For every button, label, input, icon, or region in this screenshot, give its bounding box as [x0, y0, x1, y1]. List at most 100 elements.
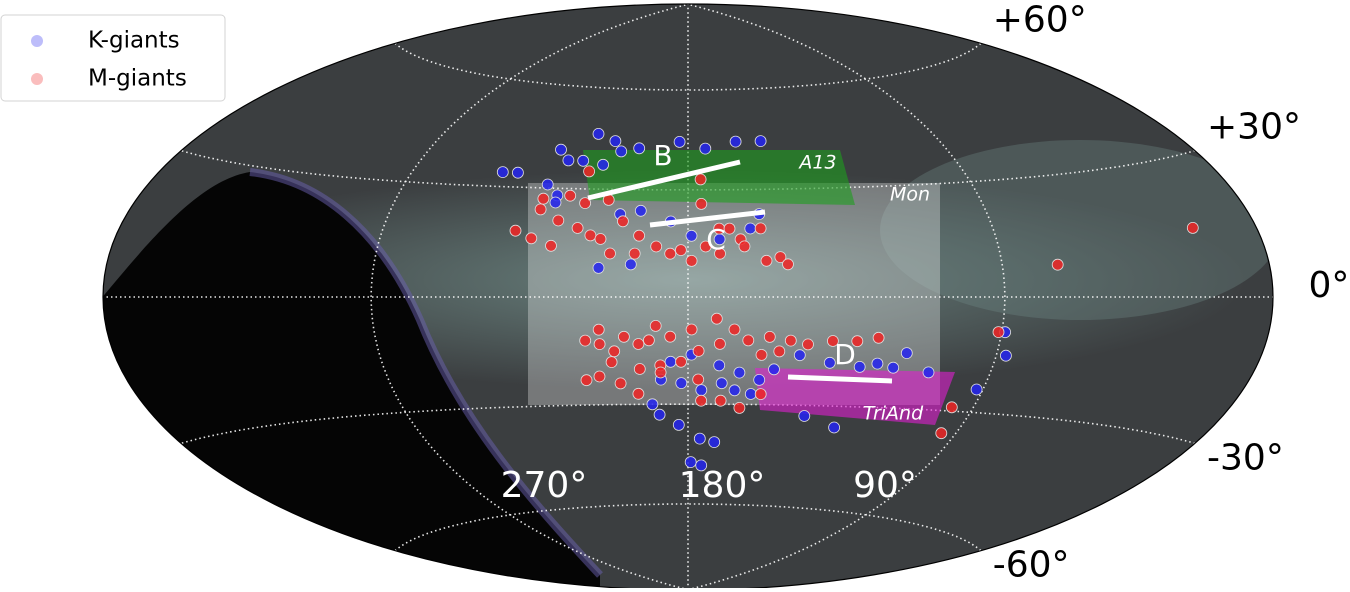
- legend-label: K-giants: [88, 28, 180, 54]
- data-point: [509, 224, 522, 237]
- data-point: [695, 394, 707, 407]
- annotation: A13: [797, 152, 836, 174]
- data-point: [1186, 221, 1199, 234]
- data-point: [945, 401, 958, 414]
- data-point: [754, 222, 767, 235]
- grid-line: [370, 3, 689, 591]
- y-tick-label: +30°: [1207, 107, 1301, 148]
- data-point: [992, 326, 1005, 339]
- data-point: [628, 247, 641, 260]
- annotation: D: [834, 338, 856, 371]
- data-point: [664, 355, 677, 368]
- data-point: [541, 178, 554, 191]
- data-point: [684, 456, 697, 469]
- data-point: [692, 345, 705, 357]
- data-point: [742, 334, 755, 347]
- data-point: [672, 418, 685, 431]
- grid-line: [394, 503, 982, 552]
- data-point: [768, 363, 780, 376]
- data-point: [729, 135, 742, 148]
- data-point: [664, 330, 677, 343]
- data-point: [1000, 349, 1012, 362]
- data-point: [633, 363, 646, 375]
- data-point: [571, 222, 584, 234]
- data-point: [545, 239, 557, 252]
- legend-label: M-giants: [88, 66, 187, 92]
- data-point: [555, 143, 567, 156]
- data-point: [594, 233, 607, 245]
- y-tick-label: 0°: [1308, 265, 1349, 306]
- data-point: [754, 135, 767, 148]
- stream-line: [649, 209, 766, 228]
- data-point: [900, 347, 913, 360]
- data-point: [693, 432, 706, 445]
- tick-labels: +60° +30° 0° -30° -60° 270° 180° 90°: [501, 0, 1350, 586]
- data-point: [633, 229, 645, 242]
- data-point: [695, 459, 708, 472]
- y-tick-label: -30°: [1207, 437, 1284, 478]
- data-point: [851, 335, 864, 348]
- a13-region: [583, 150, 855, 205]
- y-tick-label: -60°: [993, 545, 1070, 586]
- data-point: [579, 197, 591, 210]
- data-point: [593, 338, 606, 351]
- legend-box: [0, 14, 226, 102]
- data-point: [755, 348, 768, 361]
- data-point: [685, 229, 698, 242]
- data-point: [695, 384, 708, 397]
- data-point: [579, 334, 592, 347]
- data-point: [537, 192, 550, 205]
- data-point: [634, 204, 647, 217]
- y-tick-label: +60°: [993, 0, 1087, 40]
- data-point: [643, 334, 655, 347]
- data-point: [853, 360, 866, 373]
- data-point: [714, 394, 727, 407]
- data-point: [618, 330, 630, 343]
- data-point: [552, 214, 565, 227]
- data-point: [715, 377, 728, 390]
- annotation: Mon: [890, 184, 930, 206]
- x-tick-label: 180°: [679, 465, 766, 506]
- annotation: TriAnd: [863, 403, 924, 425]
- data-point: [525, 232, 538, 245]
- data-point: [650, 240, 663, 253]
- data-point: [675, 377, 688, 390]
- grid-line: [687, 3, 1006, 591]
- data-point: [872, 331, 885, 344]
- data-point: [784, 334, 797, 347]
- data-point: [714, 247, 726, 260]
- data-point: [887, 361, 900, 374]
- data-point: [646, 398, 659, 411]
- data-point: [710, 312, 723, 325]
- data-point: [632, 387, 645, 400]
- data-point: [773, 345, 786, 358]
- data-point: [592, 261, 605, 274]
- legend-marker: [31, 73, 43, 85]
- data-point: [760, 254, 773, 267]
- x-tick-label: 90°: [853, 465, 917, 506]
- data-point: [733, 401, 746, 414]
- annotation: B: [653, 139, 672, 172]
- data-point: [798, 410, 811, 422]
- data-point: [714, 337, 726, 350]
- data-point: [649, 319, 662, 332]
- x-tick-label: 270°: [501, 465, 588, 506]
- data-point: [592, 127, 605, 140]
- data-point: [562, 154, 575, 167]
- mon-region: [528, 183, 940, 405]
- data-point: [624, 258, 637, 271]
- grid-line: [394, 42, 982, 91]
- data-point: [970, 383, 983, 396]
- data-point: [673, 135, 686, 148]
- data-point: [617, 215, 629, 228]
- data-point: [633, 142, 646, 155]
- legend-marker: [31, 35, 43, 47]
- data-point: [1051, 258, 1064, 271]
- data-point: [580, 374, 593, 387]
- data-point: [675, 355, 687, 368]
- data-point: [675, 244, 687, 257]
- stream-line: [787, 374, 893, 384]
- data-point: [744, 388, 757, 400]
- data-point: [534, 203, 547, 216]
